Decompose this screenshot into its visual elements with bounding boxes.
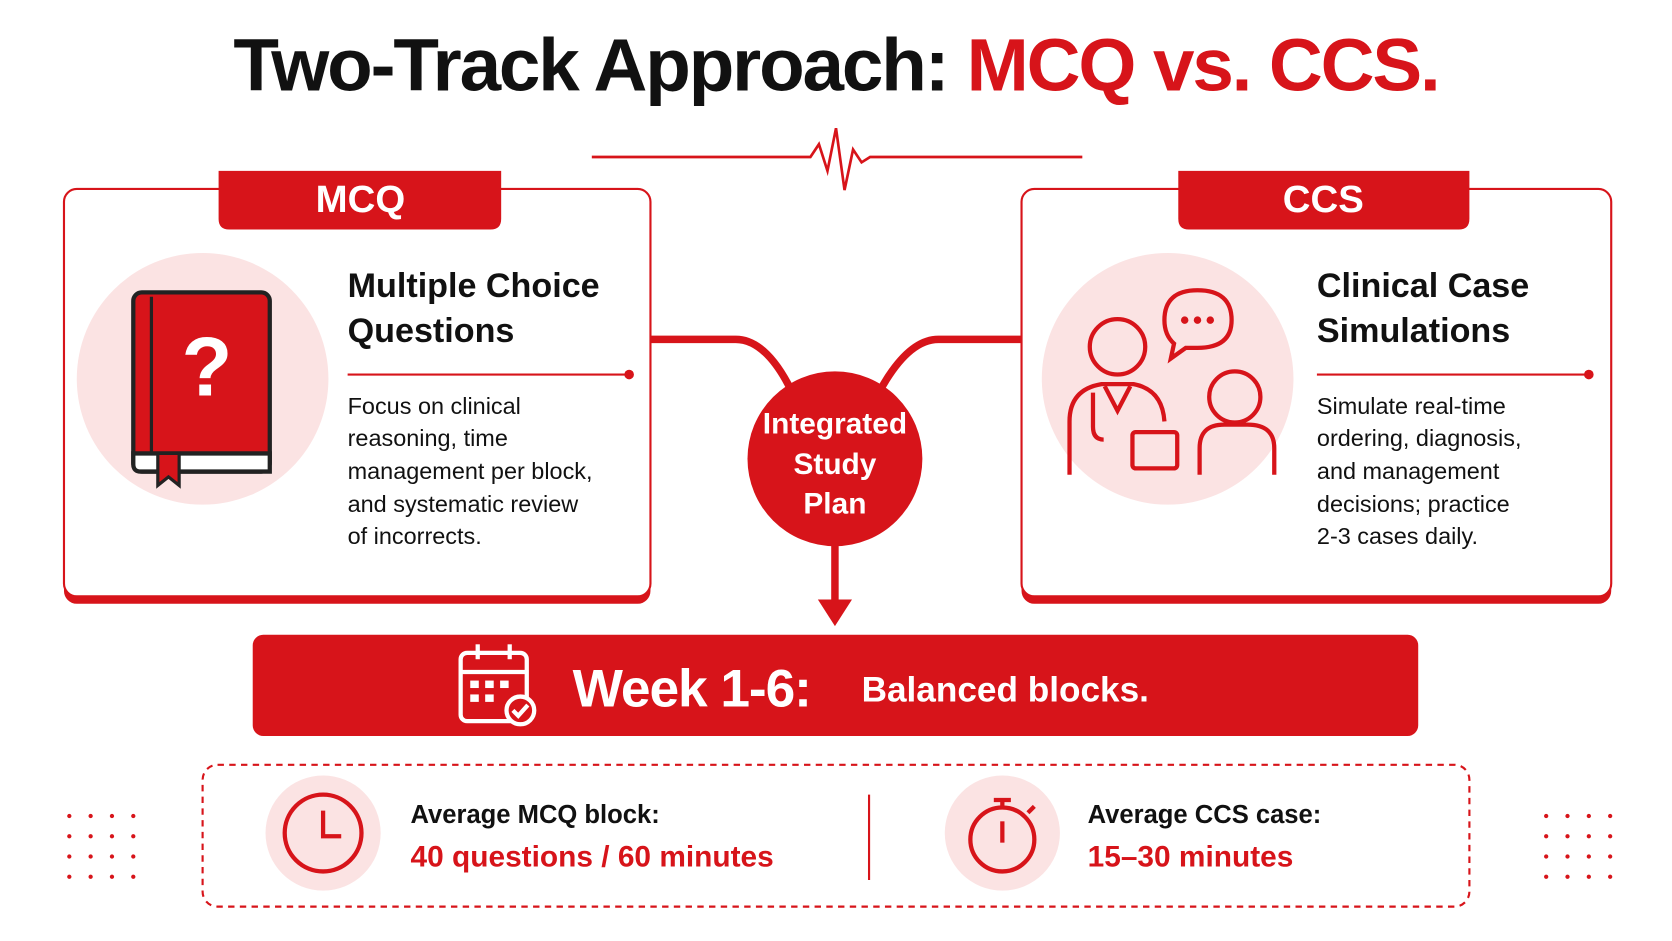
card-description: decisions; practice bbox=[1317, 491, 1510, 517]
dot bbox=[131, 874, 136, 879]
dot bbox=[1608, 813, 1613, 819]
stats-box bbox=[201, 763, 1471, 908]
card-heading: Questions bbox=[348, 312, 515, 350]
dot bbox=[1565, 874, 1570, 879]
dot bbox=[1544, 854, 1549, 859]
center-label: Study bbox=[793, 448, 876, 481]
card-tag bbox=[218, 170, 502, 230]
stopwatch-icon bbox=[968, 797, 1037, 874]
dot bbox=[1586, 854, 1591, 859]
dot bbox=[1544, 834, 1549, 839]
dot bbox=[131, 854, 136, 859]
card-description: 2-3 cases daily. bbox=[1317, 523, 1478, 549]
dot bbox=[1544, 874, 1549, 879]
dot bbox=[109, 834, 115, 839]
dot bbox=[67, 813, 72, 819]
calendar-grid bbox=[470, 680, 509, 702]
dot bbox=[67, 874, 72, 879]
dot bbox=[1565, 834, 1570, 839]
dot bbox=[88, 834, 93, 839]
decorative-dots bbox=[67, 813, 1613, 879]
arrow-head bbox=[817, 599, 852, 627]
dot bbox=[1565, 854, 1570, 859]
dot bbox=[88, 874, 93, 879]
card-description: reasoning, time bbox=[348, 425, 508, 451]
dot bbox=[1586, 874, 1591, 879]
dot bbox=[131, 813, 136, 819]
banner-emphasis: Week 1-6: bbox=[573, 659, 811, 718]
card-tag bbox=[1178, 170, 1470, 230]
divider-dot bbox=[1584, 369, 1594, 380]
center-label: Plan bbox=[803, 488, 866, 521]
connector bbox=[650, 335, 798, 399]
card-heading: Simulations bbox=[1317, 312, 1510, 350]
speech-dots bbox=[1180, 316, 1215, 324]
card-description: ordering, diagnosis, bbox=[1317, 425, 1522, 451]
calendar-icon bbox=[458, 644, 537, 727]
heartbeat-line bbox=[591, 127, 1083, 191]
title-accent: MCQ vs. CCS. bbox=[967, 22, 1439, 106]
dot bbox=[1586, 834, 1591, 839]
banner-text: Balanced blocks. bbox=[862, 671, 1149, 710]
card-description: and systematic review bbox=[348, 491, 579, 517]
dot bbox=[109, 874, 115, 879]
dot bbox=[67, 854, 72, 859]
dot bbox=[109, 813, 115, 819]
doctor-patient-icon bbox=[1067, 288, 1277, 475]
card-heading: Multiple Choice bbox=[348, 267, 600, 305]
stat-value: 40 questions / 60 minutes bbox=[411, 841, 774, 874]
svg-text:?: ? bbox=[181, 320, 232, 413]
dot bbox=[1565, 813, 1570, 819]
clock-icon bbox=[282, 792, 364, 874]
stat-label: Average CCS case: bbox=[1088, 801, 1322, 829]
title: Two-Track Approach: MCQ vs. CCS. bbox=[233, 22, 1438, 106]
connector bbox=[873, 335, 1022, 399]
banner bbox=[252, 634, 1419, 737]
stat-label: Average MCQ block: bbox=[411, 801, 660, 829]
card-description: of incorrects. bbox=[348, 523, 482, 549]
dot bbox=[109, 854, 115, 859]
dot bbox=[1586, 813, 1591, 819]
divider-dot bbox=[624, 369, 634, 380]
card-description: and management bbox=[1317, 458, 1500, 484]
card-description: Focus on clinical bbox=[348, 393, 521, 419]
dot bbox=[88, 813, 93, 819]
dot bbox=[1544, 813, 1549, 819]
dot bbox=[1608, 854, 1613, 859]
card-description: management per block, bbox=[348, 458, 593, 484]
dot bbox=[1608, 834, 1613, 839]
center-circle bbox=[747, 371, 923, 547]
dot bbox=[88, 854, 93, 859]
title-lead: Two-Track Approach: bbox=[233, 22, 947, 106]
center-label: Integrated bbox=[763, 408, 907, 441]
card-description: Simulate real-time bbox=[1317, 393, 1506, 419]
dot bbox=[131, 834, 136, 839]
card-tag-label: CCS bbox=[1283, 178, 1364, 221]
stat-value: 15–30 minutes bbox=[1088, 841, 1294, 874]
dot bbox=[1608, 874, 1613, 879]
book-icon: ? bbox=[131, 290, 272, 489]
card-heading: Clinical Case bbox=[1317, 267, 1529, 305]
card-tag-label: MCQ bbox=[316, 178, 406, 221]
dot bbox=[67, 834, 72, 839]
